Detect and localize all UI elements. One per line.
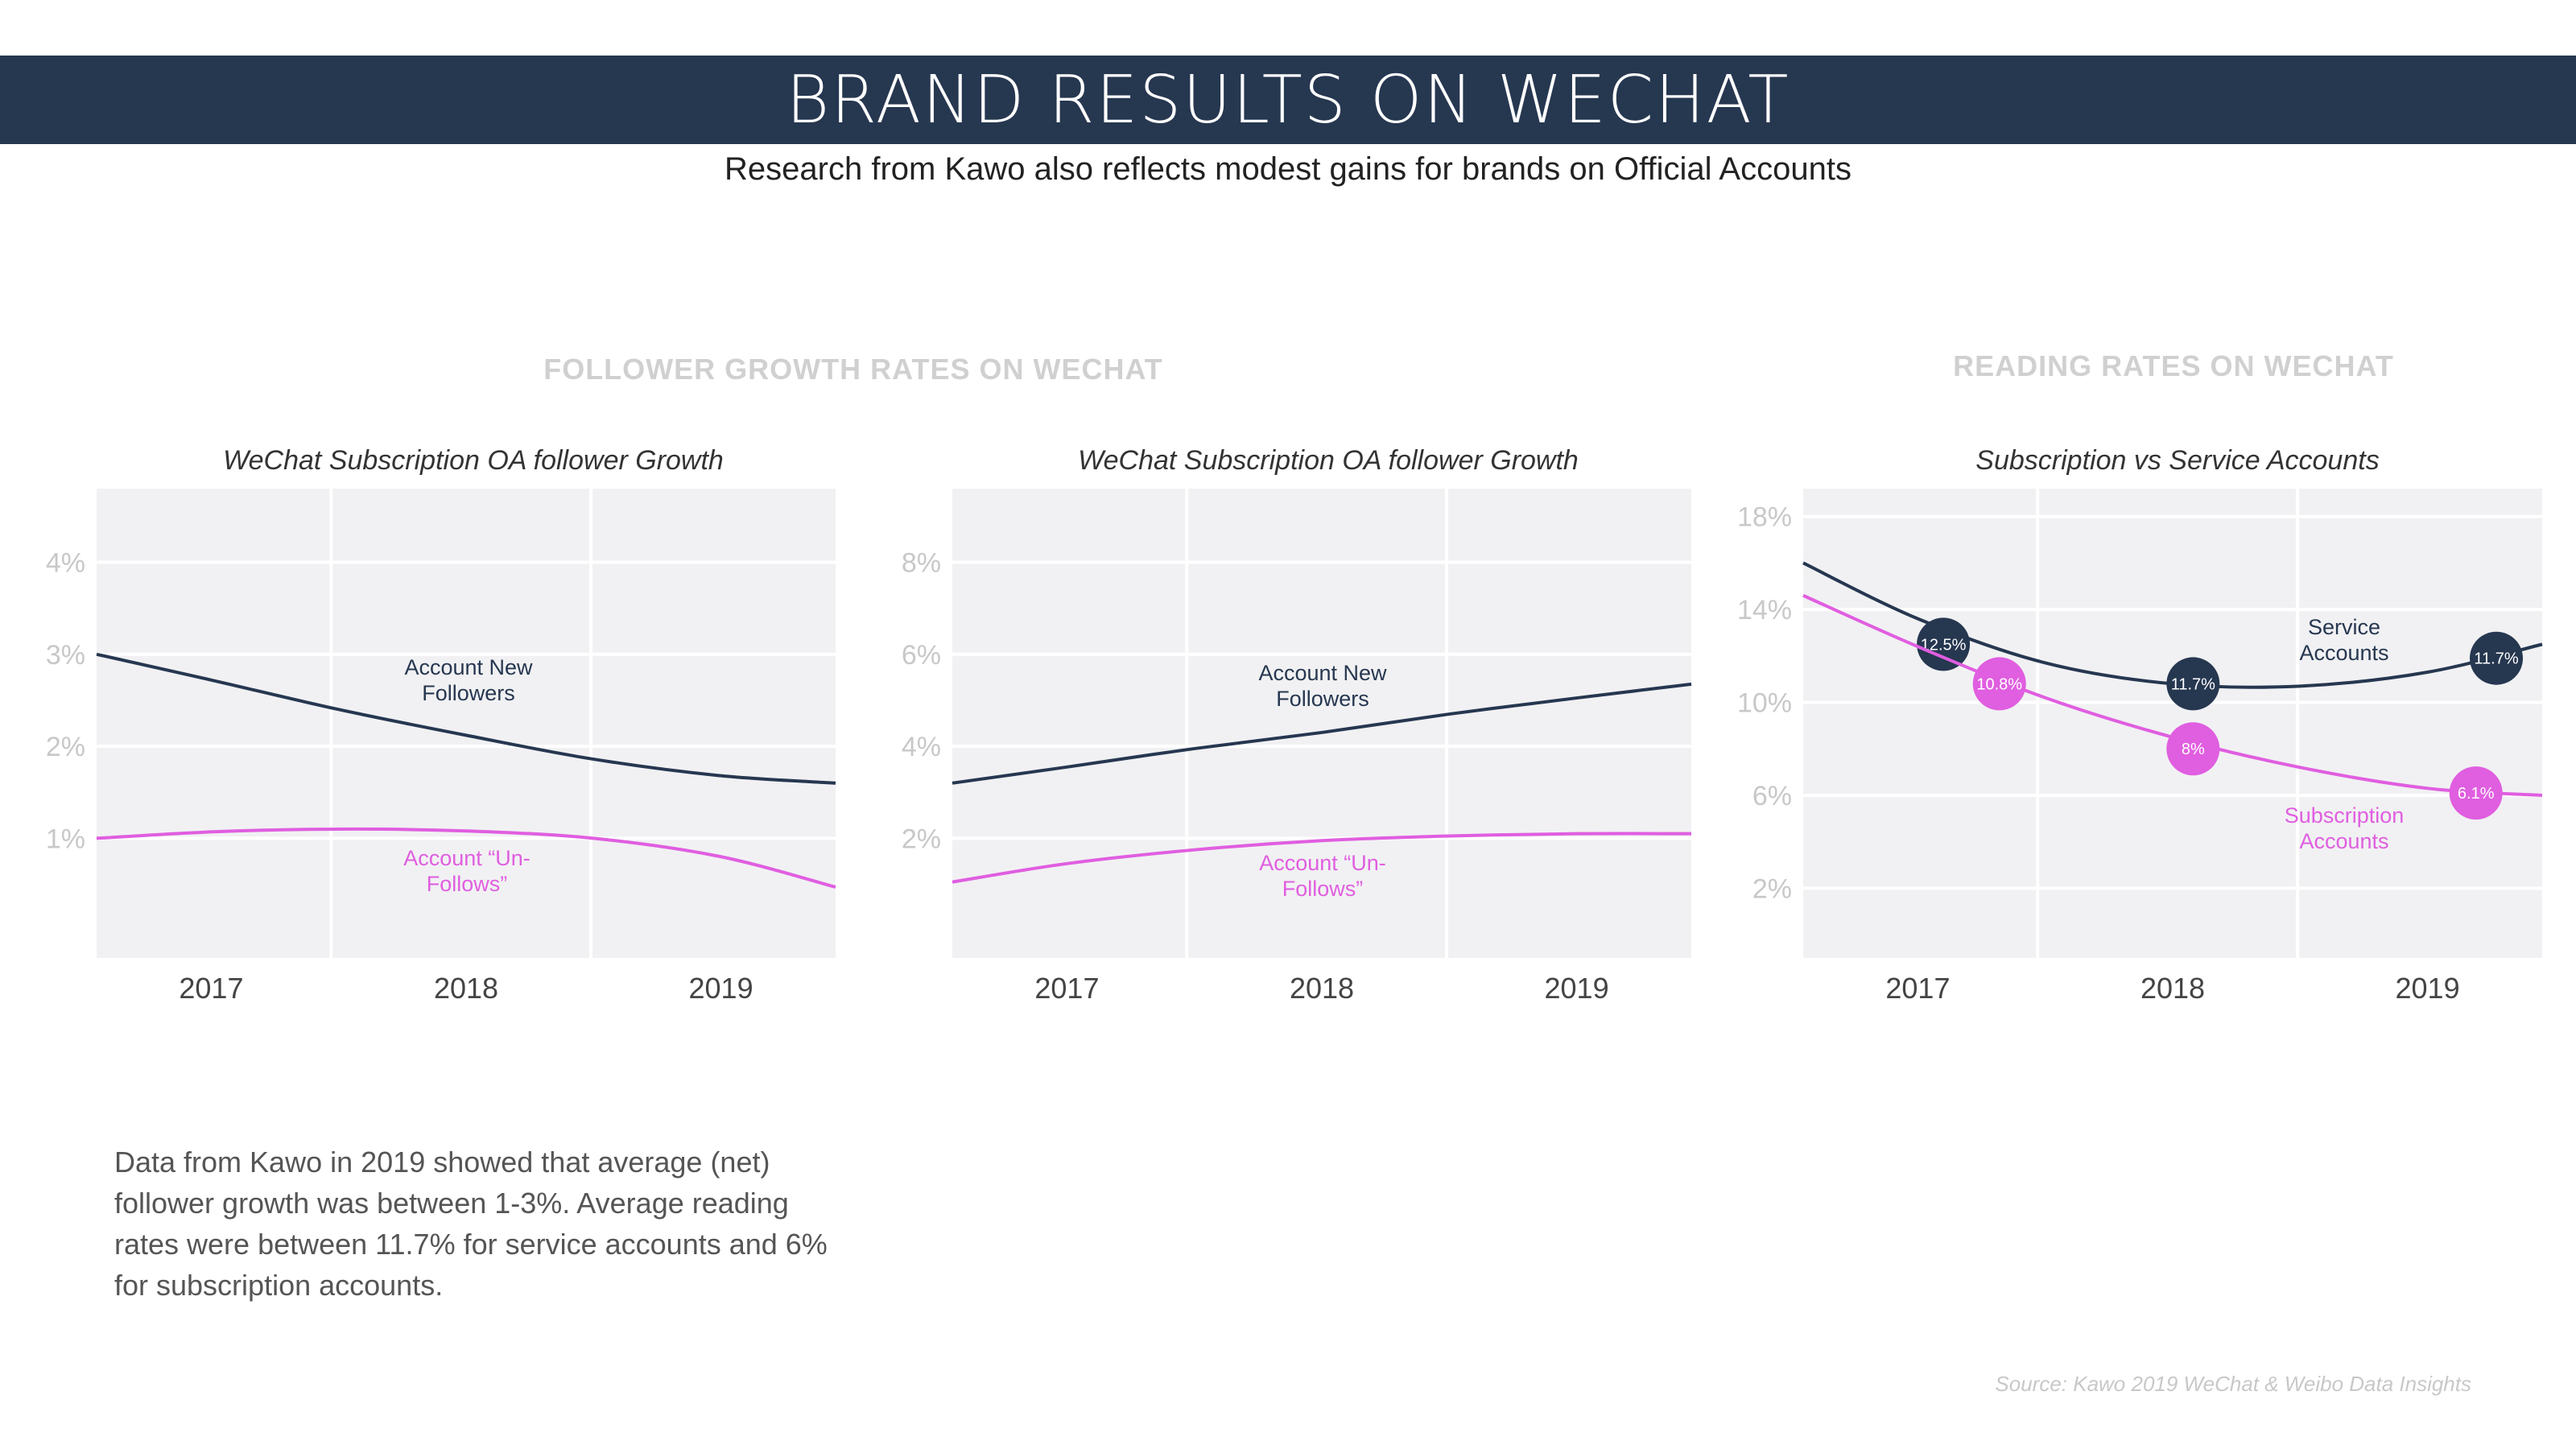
page-title: BRAND RESULTS ON WECHAT — [786, 61, 1790, 138]
series-label: Account New Followers — [404, 655, 533, 705]
series-line-2 — [952, 832, 1692, 884]
chart-2: 2% 4% 6% 8% 2017 2018 2019 WeChat Subscription … — [902, 445, 1692, 1005]
y-tick-label: 2% — [1752, 873, 1792, 904]
series-line-2 — [96, 827, 836, 889]
data-point-label: 6.1% — [2458, 785, 2495, 803]
series-label: Subscription Accounts — [2285, 803, 2405, 853]
series-label-line: Account “Un- — [403, 846, 530, 870]
x-tick-label: 2018 — [1290, 972, 1354, 1005]
y-tick-label: 4% — [902, 732, 941, 762]
y-tick-label: 4% — [46, 547, 85, 578]
plot-background — [952, 489, 1691, 958]
chart-title: WeChat Subscription OA follower Growth — [1078, 445, 1579, 476]
data-point-label: 12.5% — [1921, 636, 1967, 654]
data-point — [2470, 631, 2524, 685]
x-tick-label: 2017 — [179, 972, 243, 1005]
series-label: Account “Un-Follows” — [1259, 851, 1386, 901]
data-point — [1917, 617, 1971, 671]
section-label-follower-growth: FOLLOWER GROWTH RATES ON WECHAT — [543, 353, 1163, 386]
chart-1: 1% 2% 3% 4% 2017 2018 2019 WeChat Subscription … — [46, 445, 836, 1005]
series-label-line: Followers — [422, 681, 515, 705]
title-bar: BRAND RESULTS ON WECHAT — [0, 56, 2576, 144]
y-tick-label: 14% — [1737, 595, 1792, 625]
y-tick-label: 6% — [1752, 781, 1792, 811]
chart-3: 2% 6% 10% 14% 18% 2017 2018 2019 Subscription vs… — [1737, 445, 2543, 1005]
series-label-line: Service — [2308, 615, 2380, 639]
x-tick-label: 2017 — [1885, 972, 1950, 1005]
data-point — [1972, 657, 2026, 711]
chart-title: WeChat Subscription OA follower Growth — [223, 445, 724, 476]
y-tick-label: 3% — [46, 640, 85, 671]
x-tick-label: 2017 — [1034, 972, 1099, 1005]
series-label: Service Accounts — [2299, 615, 2388, 665]
series-label-line: Account New — [1258, 661, 1387, 685]
y-tick-label: 6% — [902, 640, 941, 671]
x-tick-label: 2018 — [2140, 972, 2205, 1005]
source-note: Source: Kawo 2019 WeChat & Weibo Data In… — [1995, 1372, 2471, 1396]
series-label-line: Follows” — [427, 872, 508, 896]
series-label: Account New Followers — [1258, 661, 1387, 711]
x-tick-label: 2019 — [2396, 972, 2460, 1005]
series-label-line: Account New — [404, 655, 533, 679]
data-point-label: 11.7% — [2171, 675, 2215, 693]
y-tick-label: 2% — [902, 824, 941, 854]
series-line-1 — [952, 682, 1692, 785]
page-subtitle: Research from Kawo also reflects modest … — [724, 151, 1852, 187]
data-point-label: 10.8% — [1976, 675, 2022, 693]
y-tick-label: 2% — [46, 732, 85, 762]
series-label-line: Followers — [1276, 687, 1369, 711]
data-point-label: 8% — [2182, 741, 2205, 758]
section-label-reading-rates: READING RATES ON WECHAT — [1953, 349, 2394, 382]
x-tick-label: 2019 — [1545, 972, 1609, 1005]
plot-background — [1803, 489, 2542, 958]
y-tick-label: 18% — [1737, 502, 1792, 533]
data-point-label: 11.7% — [2474, 650, 2518, 668]
series-label-line: Accounts — [2299, 641, 2388, 665]
series-label-line: Account “Un- — [1259, 851, 1386, 875]
data-point — [2166, 657, 2220, 711]
y-tick-label: 8% — [902, 547, 941, 578]
y-tick-label: 10% — [1737, 688, 1792, 719]
y-tick-label: 1% — [46, 824, 85, 854]
summary-text: Data from Kawo in 2019 showed that avera… — [114, 1146, 828, 1302]
series-label-line: Subscription — [2285, 803, 2405, 828]
x-tick-label: 2018 — [434, 972, 498, 1005]
plot-background — [97, 489, 836, 958]
data-point — [2166, 722, 2220, 776]
series-line-1 — [96, 652, 836, 785]
data-point — [2449, 766, 2503, 820]
series-label: Account “Un-Follows” — [403, 846, 530, 896]
x-tick-label: 2019 — [689, 972, 753, 1005]
series-label-line: Accounts — [2299, 829, 2388, 853]
series-label-line: Follows” — [1282, 877, 1364, 901]
chart-title: Subscription vs Service Accounts — [1975, 445, 2379, 476]
